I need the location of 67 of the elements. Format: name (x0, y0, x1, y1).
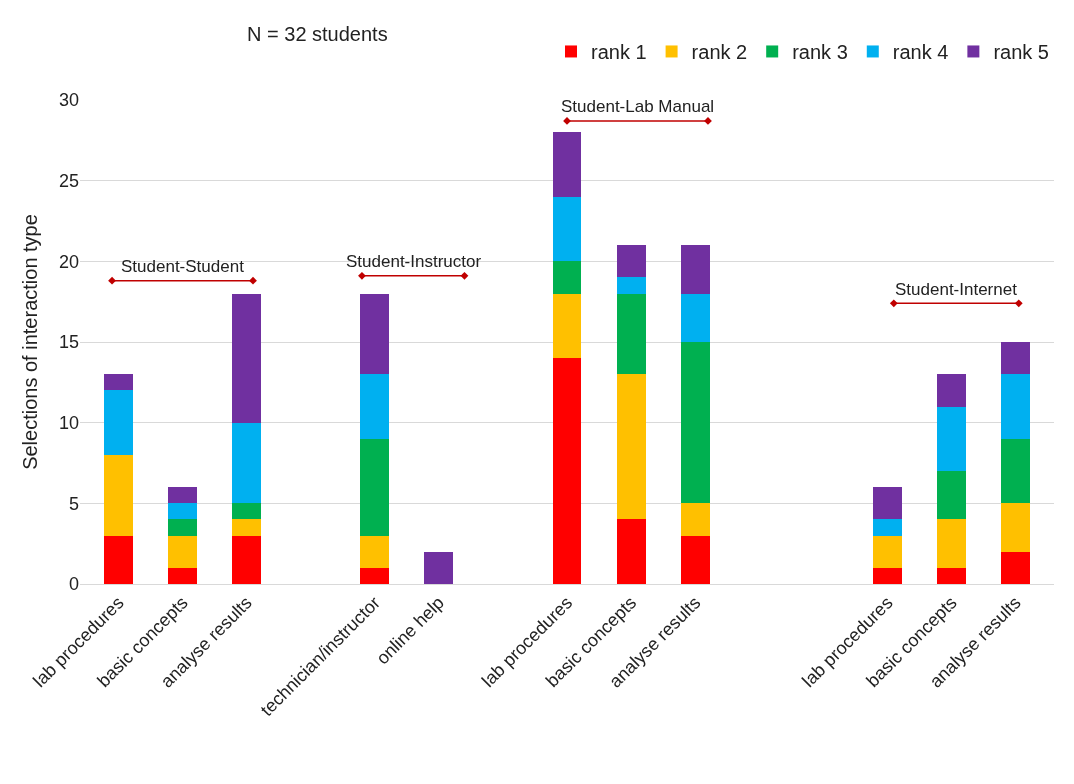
bar (360, 567, 390, 584)
annotation: Student-Lab Manual (561, 97, 715, 116)
bar (360, 293, 390, 375)
bar (872, 567, 902, 584)
legend-label: rank 1 (591, 41, 647, 64)
bar (168, 519, 197, 536)
bar (616, 293, 646, 375)
legend-label: rank 3 (792, 41, 848, 64)
bar (872, 487, 902, 520)
bar (1001, 503, 1030, 552)
bar (937, 519, 966, 568)
bar (616, 374, 646, 520)
bar (872, 519, 902, 536)
y-tick-label: 25 (58, 170, 79, 191)
bar (232, 293, 262, 423)
bar (937, 567, 966, 584)
bar (872, 535, 902, 568)
bar (168, 503, 197, 520)
bar (680, 293, 710, 342)
bar (104, 374, 133, 391)
bar (552, 196, 582, 262)
bar (232, 422, 262, 504)
bar (552, 261, 582, 294)
bar (552, 358, 582, 584)
bar (232, 503, 262, 520)
annotation: Student-Student (121, 257, 245, 276)
bar (937, 406, 966, 472)
bar (616, 519, 646, 584)
bar (1001, 342, 1030, 375)
bar (552, 132, 582, 197)
y-tick-label: 5 (68, 493, 79, 514)
bar (680, 503, 710, 536)
y-tick-label: 20 (58, 251, 79, 272)
legend-label: rank 2 (691, 41, 748, 64)
bar (168, 535, 197, 568)
bar (104, 454, 133, 536)
y-tick-label: 0 (68, 574, 79, 595)
y-tick-label: 10 (58, 412, 79, 433)
bar (232, 535, 262, 584)
bar (552, 293, 582, 359)
y-tick-label: 15 (58, 332, 79, 353)
bar (616, 245, 646, 278)
bar (360, 438, 390, 536)
legend-label: rank 5 (993, 41, 1049, 64)
bar (937, 471, 966, 520)
bar (168, 487, 197, 504)
bar (680, 245, 710, 294)
bar (680, 342, 710, 504)
bar (1001, 374, 1030, 439)
bar (1001, 551, 1030, 584)
bar (104, 390, 133, 455)
bar (232, 519, 262, 536)
chart-title: N = 32 students (247, 23, 388, 46)
bar (168, 567, 197, 584)
bar (360, 374, 390, 439)
bar (680, 535, 710, 584)
annotation: Student-Internet (895, 280, 1018, 299)
y-axis-title: Selections of interaction type (19, 214, 42, 470)
bar (616, 277, 646, 294)
bar (104, 535, 133, 584)
bar (937, 374, 966, 407)
annotation: Student-Instructor (346, 252, 482, 271)
bar (1001, 438, 1030, 504)
bar (360, 535, 390, 568)
y-tick-label: 30 (58, 90, 79, 111)
legend-label: rank 4 (892, 41, 949, 64)
bar (424, 551, 454, 584)
